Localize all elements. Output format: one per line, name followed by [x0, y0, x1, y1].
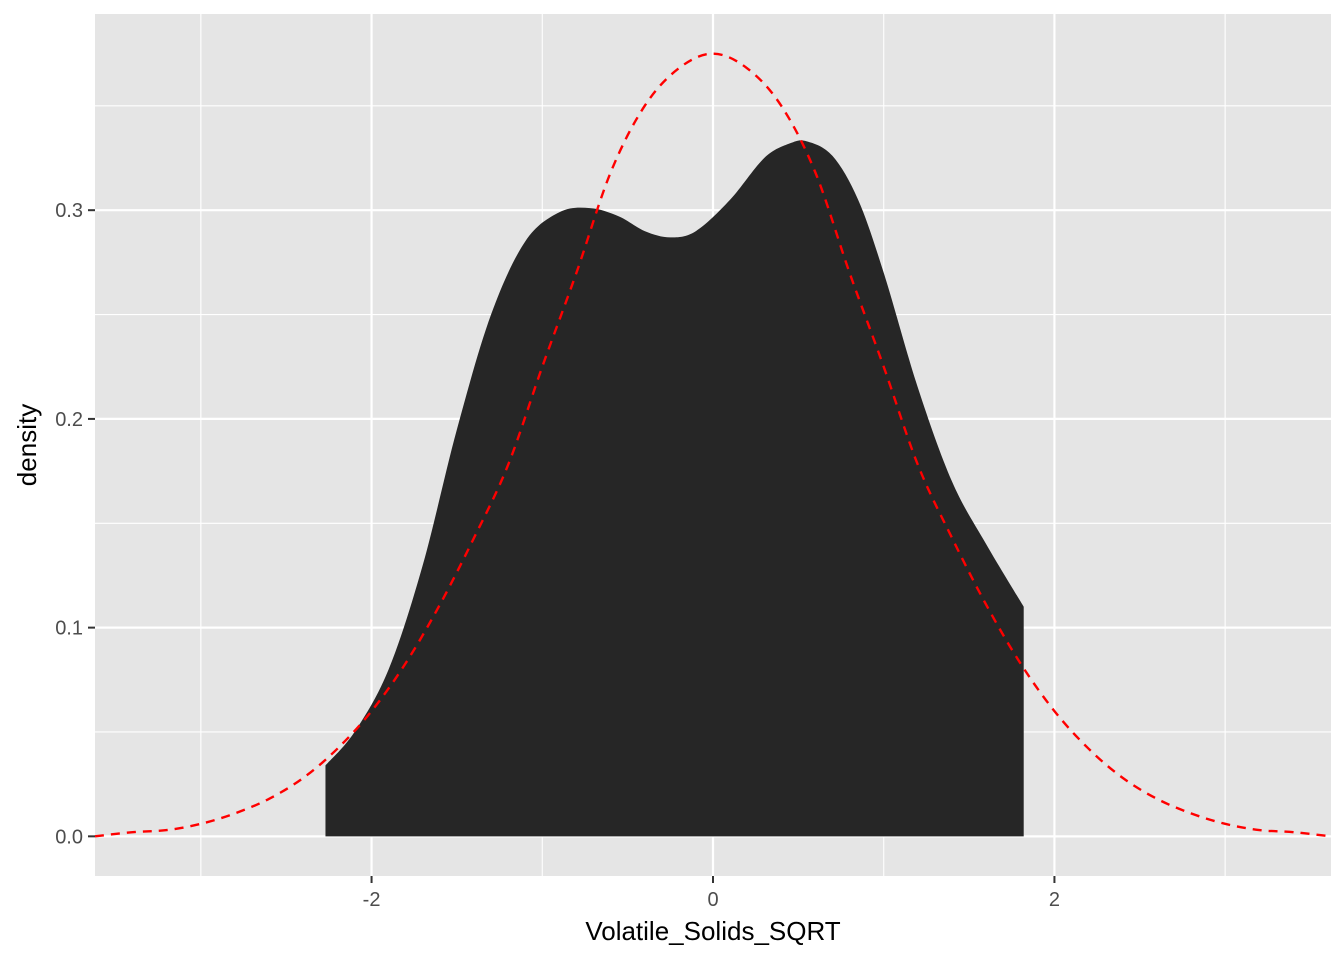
y-tick-label: 0.3 — [55, 200, 83, 222]
tick-labels: -2 0 2 0.0 0.1 0.2 0.3 — [55, 200, 1060, 911]
x-tick-label: 0 — [707, 889, 718, 911]
x-axis-title: Volatile_Solids_SQRT — [585, 916, 840, 946]
normal-curve-line — [94, 52, 1332, 838]
y-axis-title: density — [12, 404, 42, 486]
y-tick-label: 0.1 — [55, 618, 83, 640]
x-tick-label: 2 — [1049, 889, 1060, 911]
x-tick-label: -2 — [363, 889, 381, 911]
axis-ticks — [88, 209, 1056, 883]
series-layer — [94, 52, 1332, 838]
y-tick-label: 0.0 — [55, 826, 83, 848]
density-area — [325, 140, 1024, 837]
y-tick-label: 0.2 — [55, 409, 83, 431]
